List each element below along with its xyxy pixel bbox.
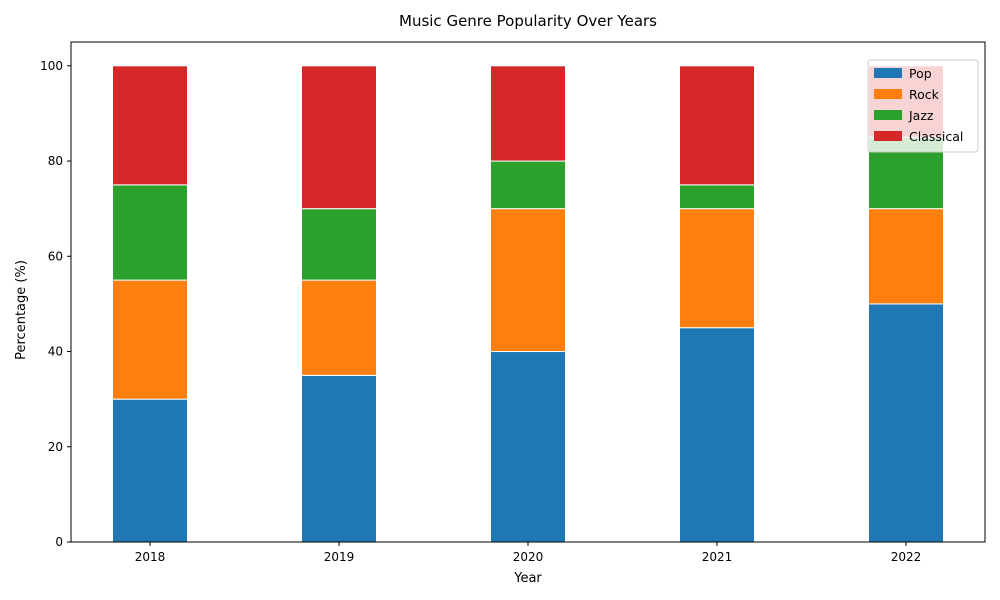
- legend-swatch-jazz: [874, 110, 902, 120]
- x-tick-label: 2021: [702, 550, 733, 564]
- bar-jazz-2019: [301, 208, 377, 281]
- bar-classical-2018: [112, 65, 188, 186]
- x-tick-label: 2018: [135, 550, 166, 564]
- chart-title: Music Genre Popularity Over Years: [399, 12, 657, 30]
- bar-rock-2021: [679, 208, 755, 329]
- legend-swatch-classical: [874, 131, 902, 141]
- axes-layer: 0 20 40 60 80 100 2018 2019 2020 2021 2022: [40, 41, 986, 564]
- x-axis-label: Year: [513, 571, 542, 586]
- bar-rock-2018: [112, 279, 188, 400]
- y-tick-label: 80: [48, 154, 63, 168]
- bar-rock-2020: [490, 208, 566, 353]
- bar-jazz-2021: [679, 184, 755, 210]
- y-tick-label: 60: [48, 249, 63, 263]
- x-tick-label: 2020: [513, 550, 544, 564]
- bar-rock-2019: [301, 279, 377, 376]
- bar-pop-2019: [301, 374, 377, 543]
- bar-pop-2021: [679, 327, 755, 543]
- legend-swatch-rock: [874, 89, 902, 99]
- legend-label-rock: Rock: [909, 87, 940, 102]
- y-tick-label: 100: [40, 59, 63, 73]
- legend-swatch-pop: [874, 68, 902, 78]
- bar-pop-2022: [868, 303, 944, 543]
- legend-label-jazz: Jazz: [908, 108, 934, 123]
- bar-pop-2018: [112, 398, 188, 543]
- y-tick-label: 0: [55, 535, 63, 549]
- x-tick-label: 2019: [324, 550, 355, 564]
- y-tick-label: 20: [48, 440, 63, 454]
- bar-rock-2022: [868, 208, 944, 305]
- bar-jazz-2018: [112, 184, 188, 281]
- y-tick-label: 40: [48, 345, 63, 359]
- bars-layer: [112, 65, 944, 543]
- x-tick-label: 2022: [891, 550, 922, 564]
- bar-classical-2021: [679, 65, 755, 186]
- legend-label-pop: Pop: [909, 66, 932, 81]
- bar-pop-2020: [490, 351, 566, 543]
- bar-classical-2019: [301, 65, 377, 210]
- legend: Pop Rock Jazz Classical: [867, 59, 979, 153]
- y-axis-label: Percentage (%): [14, 260, 29, 360]
- legend-label-classical: Classical: [909, 129, 963, 144]
- bar-jazz-2020: [490, 160, 566, 210]
- bar-classical-2020: [490, 65, 566, 162]
- legend-box: [867, 59, 979, 153]
